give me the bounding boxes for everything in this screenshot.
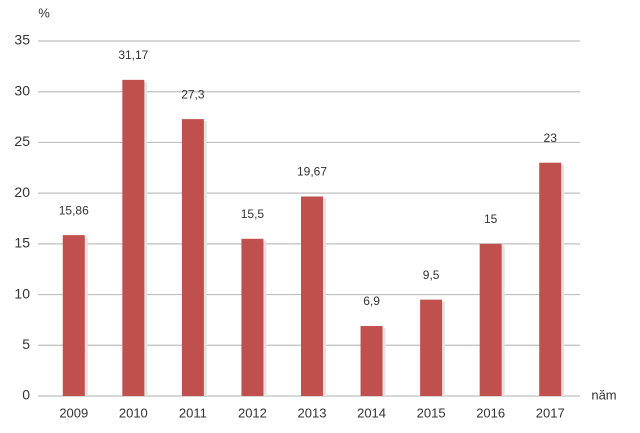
value-label: 15,5 <box>241 207 265 221</box>
value-label: 15 <box>484 212 498 226</box>
bar <box>241 238 264 396</box>
value-label: 31,17 <box>118 48 148 62</box>
value-label: 6,9 <box>363 294 380 308</box>
y-tick-label: 30 <box>14 82 30 98</box>
y-tick-label: 5 <box>22 336 30 352</box>
x-tick-label: 2015 <box>417 405 446 420</box>
x-tick-label: 2013 <box>298 405 327 420</box>
bar <box>360 326 383 396</box>
value-label: 23 <box>544 131 558 145</box>
y-tick-label: 20 <box>14 184 30 200</box>
x-tick-label: 2017 <box>536 405 565 420</box>
x-tick-label: 2012 <box>238 405 267 420</box>
x-tick-label: 2016 <box>476 405 505 420</box>
bar <box>62 235 85 396</box>
value-label: 19,67 <box>297 165 327 179</box>
bar <box>301 196 323 396</box>
x-tick-label: 2010 <box>119 405 148 420</box>
bar <box>181 119 204 396</box>
y-tick-label: 15 <box>14 235 30 251</box>
bar <box>539 162 562 396</box>
y-axis-label: % <box>38 5 50 20</box>
bar <box>122 79 145 397</box>
bar <box>479 243 502 396</box>
value-label: 9,5 <box>423 268 440 282</box>
x-axis-label: năm <box>591 387 616 402</box>
value-label: 15,86 <box>59 203 89 217</box>
y-tick-label: 0 <box>22 387 30 403</box>
y-tick-label: 10 <box>14 285 30 301</box>
y-tick-label: 25 <box>14 133 30 149</box>
x-tick-label: 2009 <box>59 405 88 420</box>
x-tick-label: 2011 <box>179 405 207 420</box>
x-tick-label: 2014 <box>357 405 386 420</box>
value-label: 27,3 <box>181 87 205 101</box>
bar <box>420 299 443 396</box>
y-tick-label: 35 <box>14 32 30 48</box>
